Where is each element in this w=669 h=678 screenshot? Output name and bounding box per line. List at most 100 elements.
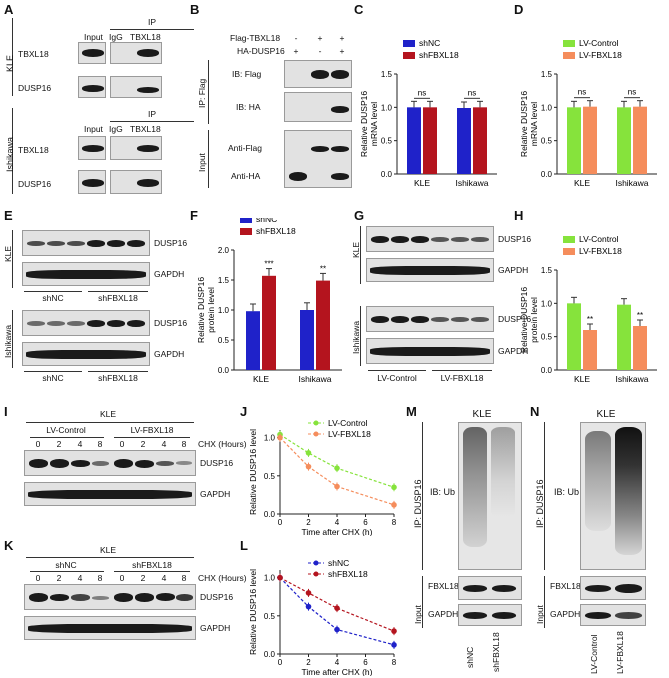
y-tick-label: 0.0 <box>264 650 276 659</box>
chart-c: 0.0 0.5 1.0 1.5 Relative DUSP16mRNA level KLE… <box>359 38 497 188</box>
a-lane-igg-1: IgG <box>109 32 123 42</box>
y-tick-label: 1.0 <box>264 434 276 443</box>
x-category-label: Ishikawa <box>615 374 648 384</box>
legend-marker <box>313 560 319 566</box>
e-group-shfbxl18-1: shFBXL18 <box>98 293 138 303</box>
y-tick-label: 1.0 <box>541 299 553 308</box>
legend-label: LV-Control <box>328 418 368 428</box>
m-lane-shfbxl18: shFBXL18 <box>491 632 501 672</box>
g-row-gapdh-2: GAPDH <box>498 346 529 356</box>
data-point <box>305 463 312 470</box>
legend-marker <box>313 431 319 437</box>
a-blot-input-dusp16-ish <box>78 170 106 194</box>
y-axis-label-line-2: protein level <box>529 297 539 343</box>
legend-label: LV-FBXL18 <box>579 246 622 256</box>
k-title: KLE <box>99 545 117 555</box>
data-point <box>391 502 397 508</box>
n-ip-label: IP: DUSP16 <box>535 479 545 528</box>
e-blot-ish-gapdh <box>22 342 150 366</box>
i-title: KLE <box>99 409 117 419</box>
y-axis-label-line-2: protein level <box>206 287 216 333</box>
bar-lv-control <box>617 304 631 370</box>
x-tick-label: 4 <box>335 658 340 667</box>
g-group-lvfbxl18: LV-FBXL18 <box>440 373 484 383</box>
data-point <box>391 642 397 648</box>
b-sign-flag-1: - <box>294 33 298 43</box>
series-line <box>279 577 395 646</box>
y-axis-label-line-1: Relative DUSP16 <box>196 277 206 343</box>
n-row-gapdh: GAPDH <box>550 609 581 619</box>
e-blot-kle-dusp16 <box>22 230 150 256</box>
bar-lv-control <box>567 303 581 370</box>
data-point <box>391 628 397 634</box>
bar-lv-fbxl18 <box>633 326 647 370</box>
y-tick-label: 0.5 <box>264 472 276 481</box>
i-time-8: 8 <box>181 439 187 449</box>
m-input-label: Input <box>413 605 423 624</box>
g-blot-ish-dusp16 <box>366 306 494 332</box>
i-time-1: 0 <box>35 439 41 449</box>
g-row-gapdh-1: GAPDH <box>498 265 529 275</box>
data-point <box>277 434 283 441</box>
i-time-6: 2 <box>140 439 146 449</box>
i-row-dusp16: DUSP16 <box>200 458 234 468</box>
k-group-shnc: shNC <box>55 560 77 570</box>
panel-label-b: B <box>190 2 200 17</box>
g-cell-kle: KLE <box>351 241 361 258</box>
legend-swatch <box>563 52 575 59</box>
bar-shfbxl18 <box>316 280 330 370</box>
y-axis-label: Relative DUSP16 level <box>248 429 258 515</box>
b-sign-ha-3: + <box>339 46 345 56</box>
bar-lv-fbxl18 <box>583 330 597 370</box>
y-axis-label: Relative DUSP16protein level <box>196 277 216 343</box>
b-row-flag: Flag-TBXL18 <box>230 33 281 43</box>
m-blot-ub <box>458 422 522 570</box>
m-blot-gapdh <box>458 604 522 626</box>
e-group-shnc-1: shNC <box>42 293 64 303</box>
m-ib-label: IB: Ub <box>430 487 456 497</box>
bar-shnc <box>246 311 260 370</box>
k-time-5: 0 <box>119 573 125 583</box>
g-blot-kle-dusp16 <box>366 226 494 252</box>
legend-label: shFBXL18 <box>328 569 368 579</box>
a-row-dusp16-2: DUSP16 <box>18 179 52 189</box>
a-lane-input-1: Input <box>84 32 103 42</box>
e-row-dusp16-2: DUSP16 <box>154 318 188 328</box>
k-group-shfbxl18: shFBXL18 <box>132 560 172 570</box>
series-line <box>279 434 395 488</box>
a-blot-ip-dusp16-kle <box>110 76 162 98</box>
m-title: KLE <box>472 409 492 420</box>
k-time-4: 8 <box>97 573 103 583</box>
i-time-7: 4 <box>161 439 167 449</box>
x-tick-label: 8 <box>392 658 397 667</box>
x-category-label: KLE <box>574 178 590 188</box>
k-row-dusp16: DUSP16 <box>200 592 234 602</box>
e-cell-kle: KLE <box>3 245 13 262</box>
legend-swatch <box>240 228 252 235</box>
b-sign-flag-2: + <box>317 33 323 43</box>
a-row-tbxl18-1: TBXL18 <box>18 49 49 59</box>
a-lane-tbxl18-2: TBXL18 <box>130 124 161 134</box>
legend-label: LV-FBXL18 <box>328 429 371 439</box>
x-category-label: KLE <box>253 374 269 384</box>
bar-lv-fbxl18 <box>633 106 647 174</box>
x-category-label: KLE <box>574 374 590 384</box>
x-tick-label: 4 <box>335 518 340 527</box>
g-cell-ishikawa: Ishikawa <box>351 320 361 354</box>
chart-d: 0.0 0.5 1.0 1.5 Relative DUSP16mRNA level KLE… <box>519 38 657 188</box>
m-row-fbxl18: FBXL18 <box>428 581 459 591</box>
n-input-label: Input <box>535 605 545 624</box>
bar-shfbxl18 <box>262 275 276 370</box>
panel-label-m: M <box>406 404 417 419</box>
panel-label-n: N <box>530 404 540 419</box>
x-tick-label: 0 <box>278 658 283 667</box>
x-category-label: Ishikawa <box>615 178 648 188</box>
g-row-dusp16-2: DUSP16 <box>498 314 532 324</box>
x-tick-label: 8 <box>392 518 397 527</box>
n-blot-ub <box>580 422 646 570</box>
m-blot-fbxl18 <box>458 576 522 600</box>
b-anti-flag: Anti-Flag <box>228 143 263 153</box>
panel-label-i: I <box>4 404 8 419</box>
legend-swatch <box>563 236 575 243</box>
bar-shnc <box>407 107 421 174</box>
